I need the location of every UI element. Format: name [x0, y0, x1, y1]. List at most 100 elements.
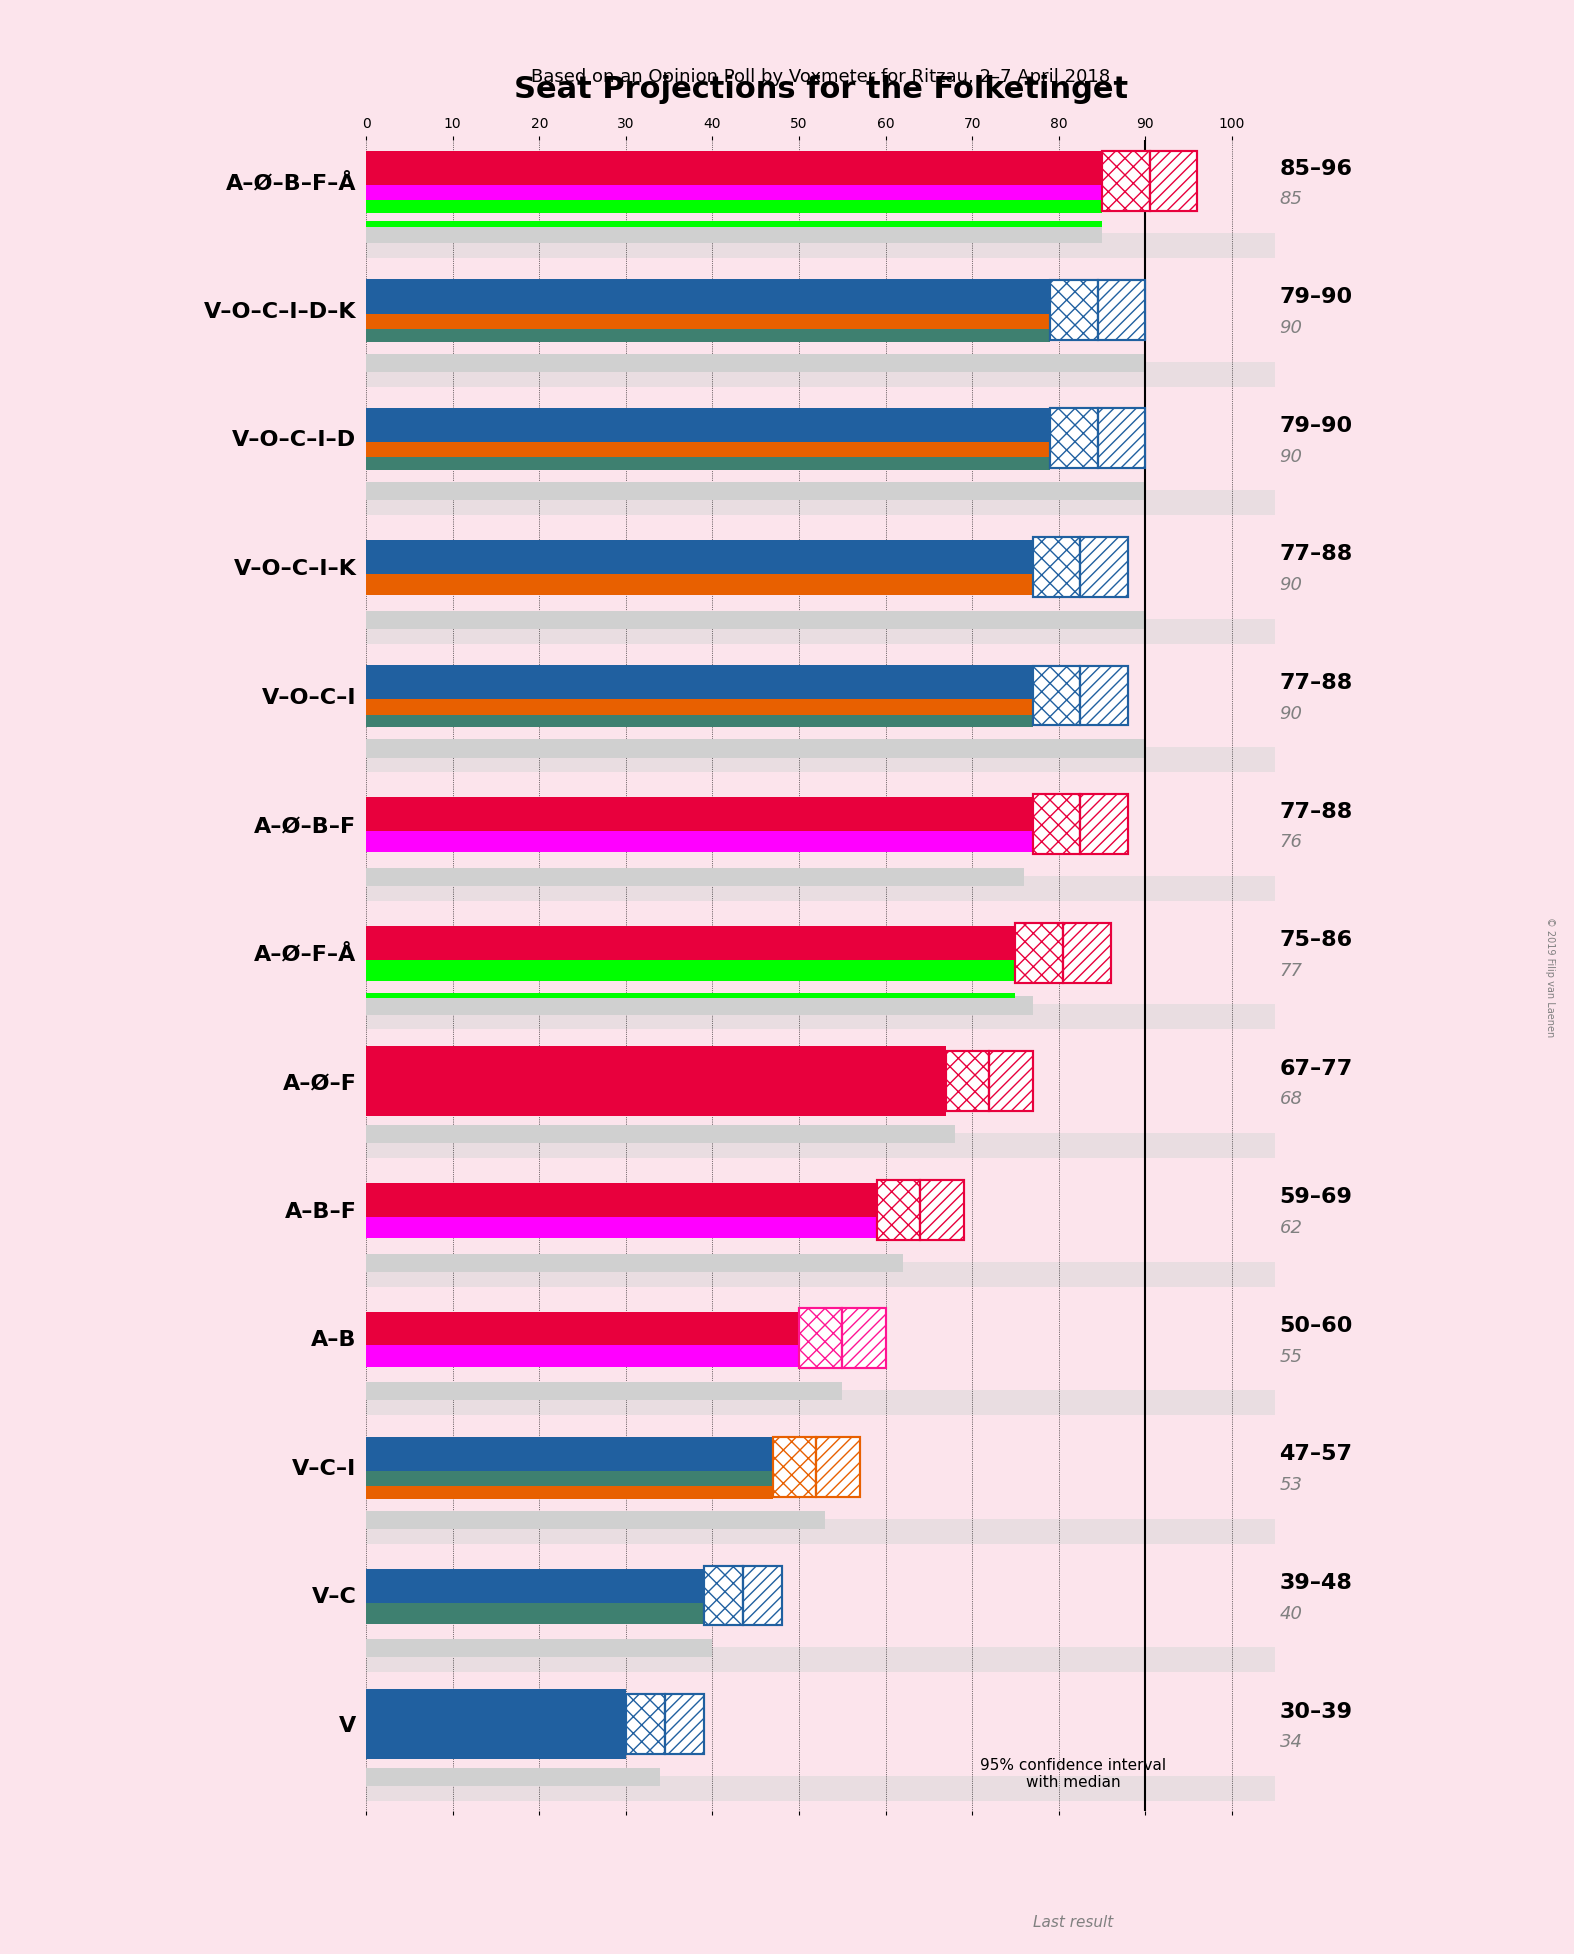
Bar: [367, 739, 1146, 758]
Bar: [367, 279, 1050, 315]
FancyBboxPatch shape: [1099, 1815, 1129, 1890]
Bar: [367, 1381, 842, 1401]
Text: 55: 55: [1280, 1348, 1303, 1366]
FancyBboxPatch shape: [921, 1180, 963, 1239]
FancyBboxPatch shape: [1080, 537, 1129, 596]
FancyBboxPatch shape: [664, 1694, 704, 1755]
Bar: [367, 830, 1033, 852]
FancyBboxPatch shape: [1066, 1815, 1097, 1890]
Bar: [367, 457, 1050, 471]
Bar: [367, 1639, 713, 1657]
Text: 75–86: 75–86: [1280, 930, 1352, 950]
Bar: [367, 483, 1146, 500]
FancyBboxPatch shape: [1097, 279, 1146, 340]
Text: 79–90: 79–90: [1280, 287, 1352, 307]
Text: 77–88: 77–88: [1280, 672, 1352, 694]
Text: 90: 90: [1280, 447, 1303, 465]
FancyBboxPatch shape: [990, 1051, 1033, 1112]
Text: 76: 76: [1280, 832, 1303, 852]
Bar: [367, 700, 1033, 717]
Bar: [367, 1217, 877, 1239]
Bar: [367, 1518, 1275, 1544]
Text: 34: 34: [1280, 1733, 1303, 1751]
Text: 53: 53: [1280, 1475, 1303, 1495]
Text: 77–88: 77–88: [1280, 801, 1352, 821]
FancyBboxPatch shape: [1033, 537, 1080, 596]
Bar: [367, 1602, 704, 1624]
Text: 90: 90: [1280, 705, 1303, 723]
Bar: [367, 619, 1275, 643]
Bar: [367, 1569, 704, 1614]
Bar: [367, 1436, 773, 1471]
Bar: [367, 490, 1275, 516]
FancyBboxPatch shape: [1149, 150, 1198, 211]
Bar: [367, 442, 1050, 459]
Text: 79–90: 79–90: [1280, 416, 1352, 436]
Bar: [367, 1485, 773, 1499]
Bar: [367, 1184, 877, 1229]
FancyBboxPatch shape: [946, 1051, 990, 1112]
Bar: [367, 1510, 825, 1528]
Text: 40: 40: [1280, 1604, 1303, 1622]
Bar: [367, 1471, 773, 1489]
Bar: [367, 199, 1102, 213]
Bar: [367, 408, 1050, 444]
Bar: [367, 1254, 903, 1272]
Bar: [367, 1647, 1275, 1673]
Bar: [367, 1346, 800, 1366]
Bar: [367, 664, 1033, 700]
Text: © 2019 Filip van Laenen: © 2019 Filip van Laenen: [1546, 916, 1555, 1038]
Text: 85–96: 85–96: [1280, 158, 1352, 180]
Text: 30–39: 30–39: [1280, 1702, 1352, 1721]
Bar: [367, 612, 1146, 629]
Bar: [367, 315, 1050, 332]
Bar: [367, 715, 1033, 727]
Title: Seat Projections for the Folketinget: Seat Projections for the Folketinget: [513, 74, 1127, 104]
Bar: [367, 1004, 1275, 1030]
FancyBboxPatch shape: [842, 1309, 886, 1368]
Bar: [367, 746, 1275, 772]
Text: Based on an Opinion Poll by Voxmeter for Ritzau, 2–7 April 2018: Based on an Opinion Poll by Voxmeter for…: [530, 68, 1110, 86]
Bar: [367, 997, 1033, 1014]
Text: 77: 77: [1280, 961, 1303, 979]
FancyBboxPatch shape: [773, 1436, 817, 1497]
FancyBboxPatch shape: [704, 1565, 743, 1626]
FancyBboxPatch shape: [1015, 922, 1062, 983]
Text: 39–48: 39–48: [1280, 1573, 1352, 1593]
FancyBboxPatch shape: [1034, 1815, 1064, 1890]
Text: 47–57: 47–57: [1280, 1444, 1352, 1464]
FancyBboxPatch shape: [626, 1694, 664, 1755]
FancyBboxPatch shape: [1033, 666, 1080, 725]
Bar: [367, 361, 1275, 387]
Bar: [367, 233, 1275, 258]
Text: 85: 85: [1280, 190, 1303, 209]
FancyBboxPatch shape: [1050, 279, 1097, 340]
FancyBboxPatch shape: [1097, 408, 1146, 469]
Bar: [367, 221, 1102, 227]
FancyBboxPatch shape: [743, 1565, 782, 1626]
FancyBboxPatch shape: [1080, 793, 1129, 854]
Bar: [367, 797, 1033, 844]
Bar: [367, 959, 1015, 981]
Text: 59–69: 59–69: [1280, 1188, 1352, 1208]
Text: 67–77: 67–77: [1280, 1059, 1352, 1079]
Bar: [367, 1389, 1275, 1415]
Text: 68: 68: [1280, 1090, 1303, 1108]
Bar: [367, 1126, 955, 1143]
Text: 50–60: 50–60: [1280, 1315, 1354, 1337]
Bar: [367, 328, 1050, 342]
Text: 90: 90: [1280, 319, 1303, 336]
Bar: [367, 1045, 946, 1116]
Bar: [367, 354, 1146, 371]
Bar: [367, 574, 1033, 596]
Bar: [367, 1311, 800, 1358]
Bar: [367, 1768, 661, 1786]
Bar: [367, 926, 1015, 971]
Text: 62: 62: [1280, 1219, 1303, 1237]
Bar: [367, 225, 1102, 242]
Text: Last result: Last result: [1033, 1915, 1113, 1931]
Bar: [367, 1262, 1275, 1286]
FancyBboxPatch shape: [1062, 922, 1111, 983]
Bar: [367, 1133, 1275, 1159]
FancyBboxPatch shape: [1080, 666, 1129, 725]
